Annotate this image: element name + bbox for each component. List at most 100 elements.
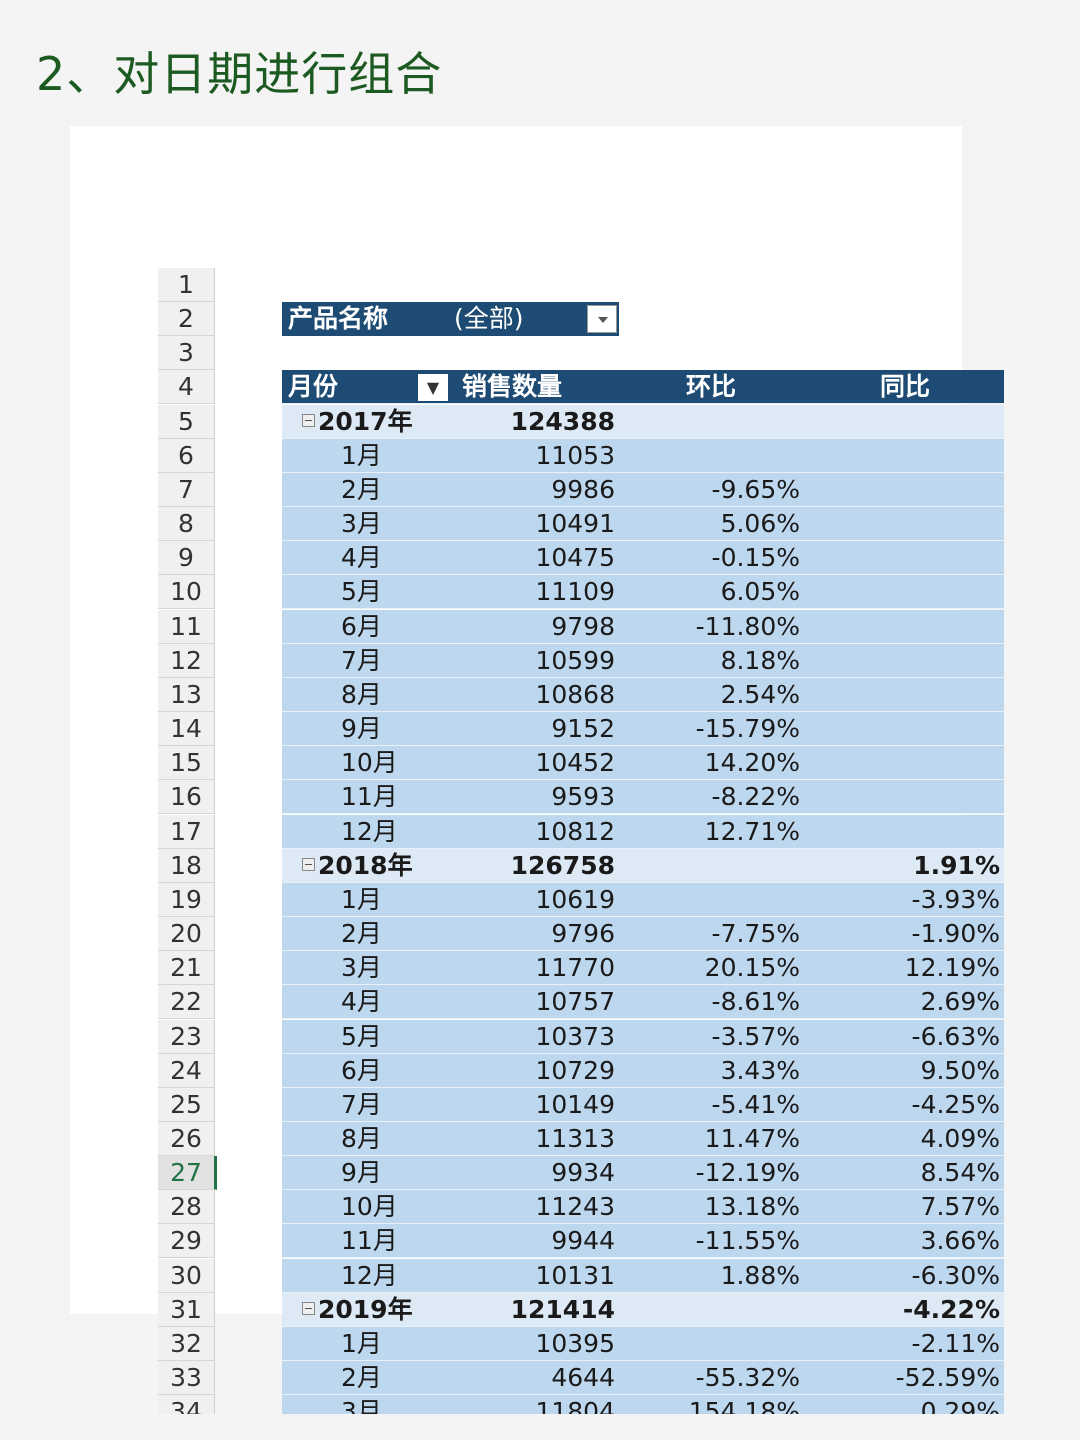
row-band: [282, 1087, 1004, 1122]
row-header[interactable]: 15: [158, 746, 215, 781]
month-row: 21 3月 11770 20.15% 12.19%: [158, 951, 1018, 986]
row-band: [282, 1122, 1004, 1156]
row-header[interactable]: 13: [158, 677, 215, 712]
month-label: 7月: [341, 1088, 382, 1122]
month-label: 12月: [341, 1259, 398, 1293]
qty-cell: 9934: [551, 1158, 615, 1188]
header-band: [282, 370, 1004, 405]
row-header[interactable]: 14: [158, 712, 215, 747]
row-header[interactable]: 19: [158, 882, 215, 917]
mom-cell: -0.15%: [711, 543, 800, 573]
row-header[interactable]: 22: [158, 985, 215, 1020]
qty-cell: 10373: [535, 1021, 615, 1051]
row-header[interactable]: 18: [158, 848, 215, 883]
label-text: 2017年: [318, 406, 413, 436]
row-header[interactable]: 4: [158, 370, 215, 405]
page-title: 2、对日期进行组合: [36, 47, 443, 101]
mom-cell: 2.54%: [720, 679, 800, 709]
row-header[interactable]: 27: [158, 1156, 217, 1191]
label-text: 12月: [341, 816, 398, 846]
row-band: [282, 438, 1004, 473]
yoy-cell: -4.25%: [911, 1089, 1000, 1119]
collapse-icon[interactable]: [302, 858, 315, 872]
qty-cell: 11313: [535, 1124, 615, 1153]
row-header[interactable]: 6: [158, 438, 215, 473]
row-header[interactable]: 21: [158, 951, 215, 986]
label-text: 5月: [341, 1021, 382, 1051]
month-row: 17 12月 10812 12.71%: [158, 814, 1018, 849]
header-qty: 销售数量: [462, 372, 563, 402]
qty-cell: 9798: [551, 611, 615, 641]
yoy-cell: -2.11%: [911, 1328, 1000, 1358]
row-band: [282, 1224, 1004, 1259]
label-text: 2月: [341, 919, 382, 949]
row-header[interactable]: 11: [158, 609, 215, 644]
row-header[interactable]: 20: [158, 917, 215, 952]
month-row: 30 12月 10131 1.88% -6.30%: [158, 1258, 1018, 1293]
row-header[interactable]: 33: [158, 1361, 215, 1396]
year-label[interactable]: 2018年: [302, 849, 413, 883]
label-text: 3月: [341, 1397, 382, 1414]
row-band: [282, 1019, 1004, 1054]
row-header[interactable]: 1: [158, 268, 215, 302]
yoy-cell: 3.66%: [920, 1226, 1000, 1256]
month-label: 4月: [341, 541, 382, 575]
year-row: 31 2019年 121414 -4.22%: [158, 1292, 1018, 1327]
label-text: 4月: [341, 987, 382, 1017]
label-text: 7月: [341, 1089, 382, 1119]
row-band: [282, 917, 1004, 952]
row-header[interactable]: 12: [158, 643, 215, 678]
month-row: 26 8月 11313 11.47% 4.09%: [158, 1122, 1018, 1156]
row-header[interactable]: 28: [158, 1190, 215, 1225]
month-label: 7月: [341, 644, 382, 678]
filter-value: (全部): [454, 304, 524, 334]
row-header[interactable]: 29: [158, 1224, 215, 1259]
collapse-icon[interactable]: [302, 414, 315, 428]
mom-cell: -9.65%: [711, 474, 800, 504]
row-header[interactable]: 7: [158, 472, 215, 507]
qty-cell: 11770: [535, 953, 615, 983]
qty-cell: 10452: [535, 748, 615, 778]
row-band: [282, 1190, 1004, 1225]
row-header[interactable]: 5: [158, 404, 215, 439]
spreadsheet: 1 2 产品名称 (全部) 3 4 月份 ▼ 销售数量 环比 同比 5 2017年 124388 6 1月 11…: [158, 268, 1018, 1414]
row-band: [282, 1156, 1004, 1191]
row-header[interactable]: 3: [158, 336, 215, 371]
row-header[interactable]: 30: [158, 1258, 215, 1293]
mom-cell: -5.41%: [711, 1089, 800, 1119]
qty-cell: 10395: [535, 1328, 615, 1358]
row-header[interactable]: 9: [158, 541, 215, 576]
month-row: 33 2月 4644 -55.32% -52.59%: [158, 1361, 1018, 1396]
row-band: [282, 1258, 1004, 1293]
row-header[interactable]: 24: [158, 1053, 215, 1088]
row-header[interactable]: 10: [158, 575, 215, 610]
month-row: 32 1月 10395 -2.11%: [158, 1326, 1018, 1361]
row-band: [282, 575, 1004, 610]
dropdown-arrow-icon[interactable]: [587, 305, 617, 334]
filter-icon[interactable]: ▼: [418, 374, 448, 402]
row-band: [282, 643, 1004, 678]
year-label[interactable]: 2019年: [302, 1293, 413, 1327]
row-header[interactable]: 26: [158, 1122, 215, 1156]
row-header[interactable]: 16: [158, 780, 215, 815]
month-row: 23 5月 10373 -3.57% -6.63%: [158, 1019, 1018, 1054]
row-header[interactable]: 2: [158, 302, 215, 337]
month-label: 6月: [341, 1054, 382, 1088]
month-row: 16 11月 9593 -8.22%: [158, 780, 1018, 815]
row-header[interactable]: 32: [158, 1326, 215, 1361]
mom-cell: -3.57%: [711, 1021, 800, 1051]
month-row: 28 10月 11243 13.18% 7.57%: [158, 1190, 1018, 1225]
year-label[interactable]: 2017年: [302, 405, 413, 439]
row-header[interactable]: 17: [158, 814, 215, 849]
report-filter[interactable]: 产品名称 (全部): [282, 302, 619, 337]
qty-cell: 10757: [535, 987, 615, 1017]
qty-cell: 10149: [535, 1089, 615, 1119]
row-header[interactable]: 25: [158, 1087, 215, 1122]
row-header[interactable]: 23: [158, 1019, 215, 1054]
label-text: 6月: [341, 611, 382, 641]
row-header[interactable]: 34: [158, 1395, 215, 1414]
row-header[interactable]: 8: [158, 507, 215, 542]
qty-cell: 9593: [551, 782, 615, 812]
row-header[interactable]: 31: [158, 1292, 215, 1327]
collapse-icon[interactable]: [302, 1302, 315, 1316]
